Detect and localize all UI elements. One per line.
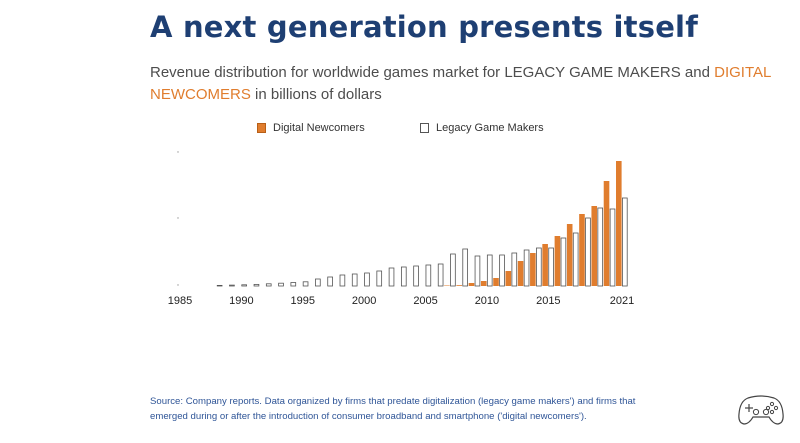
bar-legacy-2006	[437, 263, 444, 287]
bar-legacy-2009	[474, 255, 481, 287]
axis-dot	[177, 284, 179, 286]
bar-legacy-2019	[597, 207, 604, 287]
legend-item-digital: Digital Newcomers	[257, 122, 365, 134]
bar-digital-2008	[456, 285, 462, 286]
bar-legacy-2020	[609, 208, 616, 287]
bar-legacy-2007	[450, 253, 456, 287]
bar-legacy-2012	[511, 252, 518, 287]
bar-legacy-2017	[572, 232, 579, 287]
legend-item-legacy: Legacy Game Makers	[420, 122, 544, 134]
bar-legacy-1998	[339, 274, 346, 287]
bar-legacy-2001	[376, 270, 383, 287]
subtitle-text-start: Revenue distribution for worldwide games…	[150, 64, 715, 81]
bar-digital-2016	[554, 236, 561, 286]
chart-title: A next generation presents itself	[150, 10, 699, 44]
chart-subtitle: Revenue distribution for worldwide games…	[150, 62, 790, 106]
gamepad-icon	[738, 395, 784, 425]
bar-digital-2020	[603, 181, 610, 286]
bar-legacy-2018	[585, 217, 591, 287]
bar-digital-2015	[542, 244, 548, 286]
bar-legacy-2008	[462, 248, 468, 287]
bar-legacy-2013	[523, 249, 530, 287]
bar-digital-2017	[566, 224, 573, 286]
x-tick-label: 2005	[413, 295, 437, 307]
bar-legacy-2011	[499, 254, 505, 287]
legend-label-legacy: Legacy Game Makers	[436, 122, 544, 134]
bar-legacy-1993	[278, 282, 284, 287]
bar-digital-2012	[505, 271, 512, 286]
bar-legacy-1990	[241, 284, 247, 287]
bar-legacy-2002	[388, 267, 395, 287]
bar-legacy-1996	[315, 278, 321, 287]
x-tick-label: 2000	[352, 295, 376, 307]
bar-digital-2007	[444, 285, 450, 286]
subtitle-text-end: in billions of dollars	[250, 86, 382, 103]
bar-legacy-1988	[216, 284, 223, 287]
bar-digital-2013	[517, 261, 524, 286]
legend-swatch-legacy	[420, 123, 429, 133]
bar-legacy-2003	[400, 266, 407, 287]
bar-digital-2009	[468, 283, 475, 286]
axis-dot	[177, 151, 179, 153]
bar-digital-2010	[480, 281, 487, 286]
x-tick-label: 1995	[291, 295, 315, 307]
x-tick-label: 1990	[229, 295, 253, 307]
bar-legacy-1989	[229, 284, 235, 287]
bar-digital-2021	[616, 161, 622, 286]
bar-legacy-1992	[265, 283, 272, 287]
bar-legacy-2005	[425, 264, 432, 287]
bar-legacy-1994	[290, 282, 297, 287]
legend-label-digital: Digital Newcomers	[273, 122, 365, 134]
bar-digital-2014	[530, 253, 536, 286]
bar-legacy-1995	[302, 281, 309, 287]
bar-legacy-2016	[560, 237, 567, 287]
bar-chart: 1985 1990 1995 2000 2005 2010 2015 2021	[168, 151, 634, 307]
bar-legacy-1991	[253, 283, 260, 287]
legend-swatch-digital	[257, 123, 266, 133]
bar-digital-2011	[493, 278, 499, 286]
bar-legacy-2000	[364, 272, 370, 287]
bar-legacy-2014	[536, 247, 542, 287]
bar-legacy-2010	[486, 254, 493, 287]
x-tick-label: 2015	[536, 295, 560, 307]
subtitle-highlight: DIGITAL NEWCOMERS	[150, 64, 771, 103]
axis-dot	[177, 217, 179, 219]
bar-digital-2018	[579, 214, 585, 286]
source-note: Source: Company reports. Data organized …	[150, 396, 636, 422]
bar-legacy-1997	[327, 276, 333, 287]
bar-legacy-2004	[413, 265, 419, 287]
bar-digital-2019	[591, 206, 598, 286]
bar-legacy-2021	[622, 197, 628, 287]
x-tick-label: 2010	[475, 295, 499, 307]
bar-legacy-1999	[351, 273, 358, 287]
x-tick-label: 1985	[168, 295, 192, 307]
bar-legacy-2015	[548, 247, 554, 287]
x-tick-label: 2021	[610, 295, 634, 307]
